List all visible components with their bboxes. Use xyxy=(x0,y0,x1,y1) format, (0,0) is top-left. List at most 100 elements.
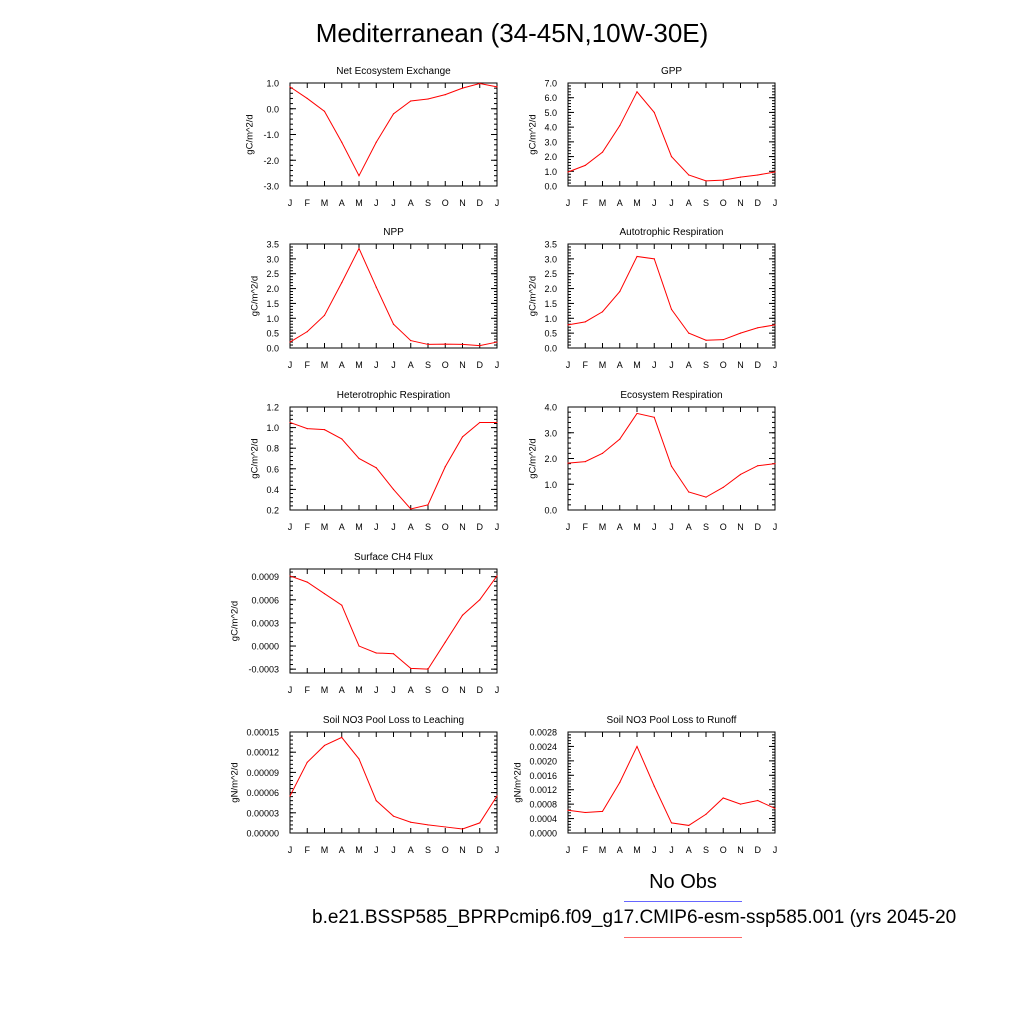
x-tick-label: D xyxy=(477,198,484,208)
x-tick-label: N xyxy=(459,198,466,208)
y-tick-label: 0.0000 xyxy=(529,829,557,839)
x-tick-label: J xyxy=(391,522,396,532)
data-point xyxy=(722,486,724,488)
x-tick-label: M xyxy=(355,360,363,370)
data-point xyxy=(358,247,360,250)
y-tick-label: 0.5 xyxy=(266,329,279,339)
x-tick-label: S xyxy=(703,360,709,370)
x-tick-label: J xyxy=(652,360,657,370)
y-tick-label: 0.0012 xyxy=(529,785,557,795)
data-point xyxy=(722,797,724,799)
data-point xyxy=(567,809,569,811)
x-tick-label: S xyxy=(425,198,431,208)
data-point xyxy=(410,821,412,823)
x-tick-label: F xyxy=(583,522,589,532)
y-tick-label: 0.0016 xyxy=(529,771,557,781)
x-tick-label: O xyxy=(720,522,727,532)
y-tick-label: 0.6 xyxy=(266,464,279,474)
x-tick-label: J xyxy=(391,198,396,208)
x-tick-label: J xyxy=(495,685,500,695)
data-point xyxy=(358,457,360,460)
data-point xyxy=(653,416,655,418)
x-tick-label: A xyxy=(617,360,623,370)
y-tick-label: 0.0006 xyxy=(251,595,279,605)
series-line xyxy=(289,736,498,830)
x-tick-label: J xyxy=(773,198,778,208)
data-point xyxy=(358,175,360,177)
y-tick-label: 4.0 xyxy=(544,403,557,413)
data-point xyxy=(636,745,638,748)
data-point xyxy=(427,98,429,100)
data-point xyxy=(705,813,707,815)
x-tick-label: M xyxy=(355,522,363,532)
x-tick-label: N xyxy=(459,845,466,855)
data-point xyxy=(653,111,655,114)
y-tick-label: 0.0028 xyxy=(529,728,557,738)
y-tick-label: 0.0008 xyxy=(529,800,557,810)
data-point xyxy=(601,810,604,812)
data-point xyxy=(567,171,569,173)
series-line xyxy=(289,247,498,347)
x-tick-label: F xyxy=(305,845,311,855)
data-point xyxy=(705,180,707,182)
data-point xyxy=(375,800,377,802)
plot-frame xyxy=(567,406,776,511)
y-tick-label: 0.0 xyxy=(544,344,557,354)
data-point xyxy=(392,815,395,817)
x-tick-label: A xyxy=(686,198,692,208)
series-line xyxy=(289,421,497,510)
data-point xyxy=(584,164,586,166)
x-tick-label: J xyxy=(669,360,674,370)
legend-case-line xyxy=(624,937,742,938)
legend-obs-label: No Obs xyxy=(649,871,717,893)
data-point xyxy=(392,323,395,325)
y-tick-label: 0.00015 xyxy=(246,728,279,738)
x-tick-label: D xyxy=(477,522,484,532)
data-point xyxy=(601,151,604,153)
x-tick-label: A xyxy=(408,522,414,532)
x-tick-label: J xyxy=(391,845,396,855)
data-point xyxy=(496,421,498,424)
y-axis-label: gC/m^2/d xyxy=(229,601,240,641)
series-line xyxy=(567,255,776,341)
x-tick-label: J xyxy=(773,360,778,370)
x-tick-label: A xyxy=(408,198,414,208)
data-point xyxy=(427,824,429,826)
data-point xyxy=(601,452,604,454)
data-point xyxy=(670,155,673,158)
y-tick-label: 5.0 xyxy=(544,108,557,118)
plot-frame xyxy=(567,82,776,187)
data-point xyxy=(619,438,621,440)
data-point xyxy=(653,258,655,260)
x-tick-label: O xyxy=(720,845,727,855)
y-tick-label: 0.0000 xyxy=(251,642,279,652)
y-tick-label: -1.0 xyxy=(263,130,279,140)
data-point xyxy=(619,125,621,127)
y-tick-label: -3.0 xyxy=(263,182,279,192)
data-point xyxy=(636,412,638,415)
y-tick-label: 3.0 xyxy=(266,254,279,264)
series-line xyxy=(289,575,498,670)
data-point xyxy=(375,652,377,654)
data-point xyxy=(341,438,343,440)
data-point xyxy=(496,795,498,797)
y-tick-label: 0.0009 xyxy=(251,572,279,582)
x-tick-label: D xyxy=(477,685,484,695)
x-tick-label: A xyxy=(686,845,692,855)
data-point xyxy=(705,339,707,341)
data-point xyxy=(722,179,724,181)
data-point xyxy=(688,491,690,493)
x-tick-label: D xyxy=(755,845,762,855)
data-point xyxy=(306,428,308,430)
y-tick-label: 1.0 xyxy=(544,314,557,324)
x-tick-label: J xyxy=(288,845,293,855)
x-tick-label: M xyxy=(599,198,607,208)
data-point xyxy=(670,822,673,824)
x-tick-label: S xyxy=(425,360,431,370)
data-point xyxy=(323,314,326,316)
x-tick-label: F xyxy=(305,360,311,370)
x-tick-label: F xyxy=(583,360,589,370)
